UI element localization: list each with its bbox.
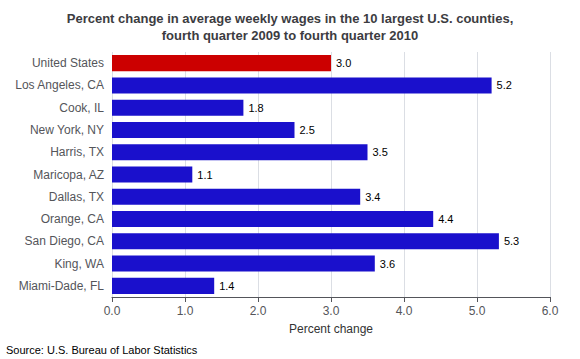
svg-text:4.0: 4.0: [396, 304, 413, 318]
svg-text:King, WA: King, WA: [54, 257, 104, 271]
svg-text:fourth quarter 2009 to fourth: fourth quarter 2009 to fourth quarter 20…: [162, 28, 418, 43]
svg-text:3.0: 3.0: [323, 304, 340, 318]
svg-text:Maricopa, AZ: Maricopa, AZ: [33, 168, 104, 182]
svg-text:3.4: 3.4: [365, 191, 380, 203]
svg-text:3.5: 3.5: [373, 146, 388, 158]
svg-text:1.1: 1.1: [197, 169, 212, 181]
svg-text:Los Angeles, CA: Los Angeles, CA: [15, 78, 104, 92]
svg-text:2.0: 2.0: [250, 304, 267, 318]
svg-text:5.3: 5.3: [504, 235, 519, 247]
svg-text:San Diego, CA: San Diego, CA: [25, 234, 104, 248]
svg-text:0.0: 0.0: [104, 304, 121, 318]
svg-text:1.4: 1.4: [219, 280, 234, 292]
svg-text:6.0: 6.0: [542, 304, 559, 318]
svg-text:4.4: 4.4: [438, 213, 453, 225]
svg-text:3.6: 3.6: [380, 258, 395, 270]
svg-text:Harris, TX: Harris, TX: [50, 145, 104, 159]
svg-text:Percent change: Percent change: [289, 322, 373, 336]
svg-text:1.8: 1.8: [248, 102, 263, 114]
svg-text:1.0: 1.0: [177, 304, 194, 318]
svg-text:Cook, IL: Cook, IL: [59, 101, 104, 115]
svg-text:Percent change in average week: Percent change in average weekly wages i…: [67, 11, 514, 26]
svg-text:5.2: 5.2: [497, 79, 512, 91]
svg-text:5.0: 5.0: [469, 304, 486, 318]
svg-text:Source: U.S. Bureau of Labor S: Source: U.S. Bureau of Labor Statistics: [6, 344, 198, 356]
svg-text:United States: United States: [32, 56, 104, 70]
svg-text:3.0: 3.0: [336, 57, 351, 69]
svg-text:Miami-Dade, FL: Miami-Dade, FL: [19, 279, 105, 293]
svg-text:2.5: 2.5: [300, 124, 315, 136]
svg-text:Dallas, TX: Dallas, TX: [49, 190, 104, 204]
svg-text:New York, NY: New York, NY: [30, 123, 104, 137]
svg-text:Orange, CA: Orange, CA: [41, 212, 104, 226]
